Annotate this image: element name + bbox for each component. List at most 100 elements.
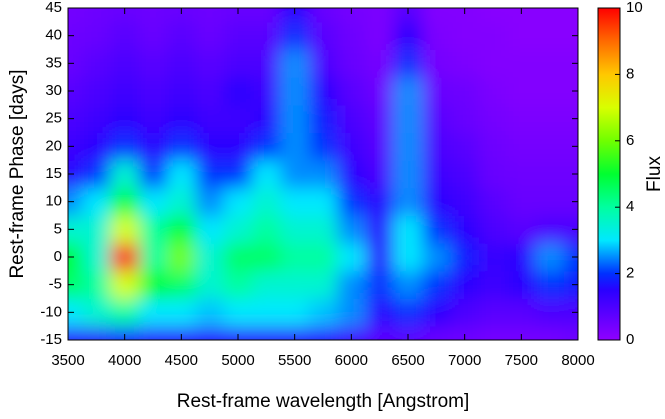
heatmap-cell [82, 326, 111, 340]
heatmap-cell [252, 21, 281, 50]
heatmap-cell [365, 21, 395, 50]
heatmap-cell [507, 298, 536, 327]
x-axis-label: Rest-frame wavelength [Angstrom] [177, 391, 470, 412]
heatmap-cell [167, 270, 196, 299]
heatmap-area [68, 8, 578, 340]
heatmap-cell [68, 49, 83, 78]
heatmap-cell [195, 187, 225, 216]
heatmap-cell [167, 243, 196, 272]
heatmap-cell [280, 270, 310, 299]
heatmap-cell [223, 132, 253, 161]
heatmap-cell [167, 77, 196, 106]
heatmap-cell [535, 160, 565, 189]
heatmap-cell [478, 49, 508, 78]
heatmap-cell [82, 160, 111, 189]
heatmap-cell [252, 8, 281, 23]
heatmap-cell [68, 160, 83, 189]
heatmap-cell [82, 8, 111, 23]
heatmap-cell [68, 8, 83, 23]
heatmap-cell [82, 298, 111, 327]
heatmap-cell [450, 104, 480, 133]
heatmap-cell [110, 132, 140, 161]
heatmap-cell [365, 187, 395, 216]
heatmap-cell [478, 21, 508, 50]
heatmap-cell [563, 326, 578, 340]
colorbar-tick-label: 10 [626, 0, 643, 16]
heatmap-cell [535, 8, 565, 23]
heatmap-cell [280, 160, 310, 189]
heatmap-cell [337, 8, 366, 23]
heatmap-cell [337, 77, 366, 106]
heatmap-cell [422, 270, 451, 299]
heatmap-cell [280, 326, 310, 340]
colorbar-tick-label: 2 [626, 265, 634, 282]
heatmap-cell [422, 215, 451, 244]
heatmap-cell [252, 215, 281, 244]
heatmap-cell [450, 21, 480, 50]
heatmap-cell [337, 187, 366, 216]
heatmap-cell [110, 215, 140, 244]
heatmap-cell [478, 270, 508, 299]
heatmap-cell [252, 49, 281, 78]
colorbar-tick-label: 8 [626, 65, 634, 82]
heatmap-cell [223, 160, 253, 189]
heatmap-cell [337, 132, 366, 161]
heatmap-cell [280, 77, 310, 106]
y-tick-label: -10 [40, 303, 62, 320]
heatmap-cell [393, 8, 423, 23]
heatmap-cell [563, 270, 578, 299]
heatmap-cell [110, 270, 140, 299]
y-tick-label: 25 [45, 110, 62, 127]
heatmap-cell [308, 243, 338, 272]
heatmap-cell [110, 21, 140, 50]
heatmap-cell [195, 21, 225, 50]
heatmap-cell [138, 215, 168, 244]
heatmap-cell [167, 215, 196, 244]
heatmap-cell [82, 21, 111, 50]
heatmap-cell [110, 104, 140, 133]
heatmap-cell [138, 132, 168, 161]
heatmap-cell [68, 187, 83, 216]
heatmap-cell [563, 104, 578, 133]
heatmap-cell [308, 49, 338, 78]
heatmap-cell [337, 243, 366, 272]
heatmap-cell [223, 21, 253, 50]
heatmap-cell [252, 77, 281, 106]
heatmap-cell [563, 8, 578, 23]
heatmap-cell [365, 215, 395, 244]
heatmap-cell [337, 326, 366, 340]
heatmap-cell [563, 132, 578, 161]
heatmap-cell [393, 243, 423, 272]
heatmap-cell [223, 215, 253, 244]
heatmap-cell [393, 215, 423, 244]
heatmap-cell [195, 8, 225, 23]
heatmap-cell [223, 270, 253, 299]
heatmap-cell [167, 21, 196, 50]
heatmap-cell [478, 215, 508, 244]
heatmap-cell [478, 132, 508, 161]
heatmap-cell [393, 49, 423, 78]
heatmap-cell [68, 104, 83, 133]
heatmap-cell [167, 187, 196, 216]
heatmap-cell [365, 77, 395, 106]
heatmap-cell [365, 326, 395, 340]
y-tick-label: 30 [45, 82, 62, 99]
heatmap-cell [337, 104, 366, 133]
heatmap-cell [82, 104, 111, 133]
y-tick-label: 0 [54, 248, 62, 265]
heatmap-cell [82, 187, 111, 216]
heatmap-cell [252, 132, 281, 161]
x-tick-label: 8000 [561, 352, 594, 369]
heatmap-cell [167, 8, 196, 23]
heatmap-cell [110, 326, 140, 340]
heatmap-cell [138, 270, 168, 299]
heatmap-cell [138, 77, 168, 106]
heatmap-cell [422, 326, 451, 340]
heatmap-cell [308, 215, 338, 244]
heatmap-cell [280, 215, 310, 244]
heatmap-cell [507, 243, 536, 272]
heatmap-cell [195, 49, 225, 78]
heatmap-cell [223, 8, 253, 23]
heatmap-cell [138, 187, 168, 216]
y-tick-label: 10 [45, 193, 62, 210]
